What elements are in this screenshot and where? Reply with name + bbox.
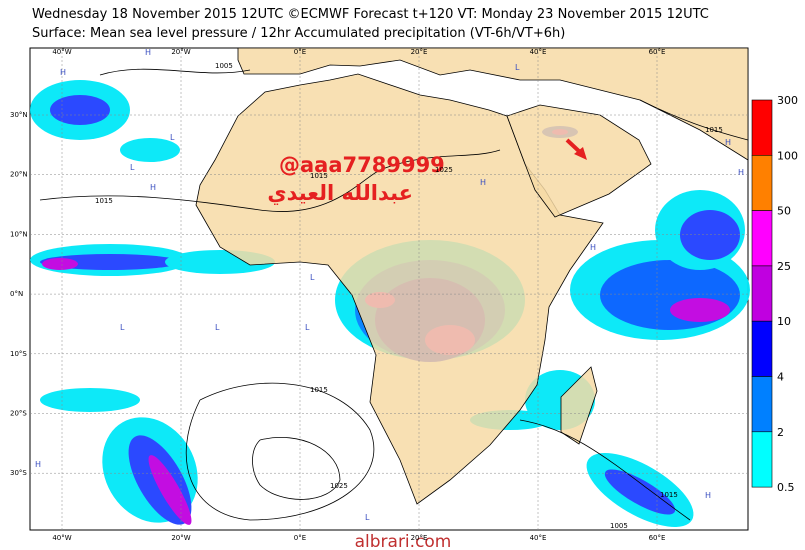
map-area bbox=[29, 47, 750, 531]
pressure-center: H bbox=[35, 460, 41, 469]
pressure-center: H bbox=[480, 178, 486, 187]
watermark-name: عبدالله العيدي bbox=[267, 181, 413, 206]
pressure-center: L bbox=[515, 63, 520, 72]
latitude-label: 10°N bbox=[10, 230, 28, 238]
longitude-label: 20°E bbox=[411, 534, 428, 542]
pressure-center: H bbox=[705, 491, 711, 500]
watermark-handle: @aaa7789999 bbox=[279, 153, 445, 177]
longitude-label: 60°E bbox=[649, 534, 666, 542]
colorbar-label: 50 bbox=[777, 205, 791, 218]
colorbar-label: 25 bbox=[777, 260, 791, 273]
pressure-center: L bbox=[310, 273, 315, 282]
pressure-center: L bbox=[305, 323, 310, 332]
colorbar: 300 100 50 25 10 4 2 0.5 bbox=[751, 94, 798, 494]
pressure-center: L bbox=[120, 323, 125, 332]
longitude-label: 20°W bbox=[171, 48, 190, 56]
pressure-center: H bbox=[145, 48, 151, 57]
latitude-label: 10°S bbox=[10, 350, 27, 358]
isobar-label: 1015 bbox=[660, 491, 678, 499]
title-line-2: Surface: Mean sea level pressure / 12hr … bbox=[32, 26, 565, 41]
longitude-label: 20°W bbox=[171, 534, 190, 542]
latitude-label: 30°S bbox=[10, 469, 27, 477]
title-line-1: Wednesday 18 November 2015 12UTC ©ECMWF … bbox=[32, 7, 709, 22]
colorbar-label: 300 bbox=[777, 94, 798, 107]
latitude-label: 20°S bbox=[10, 410, 27, 418]
colorbar-band bbox=[751, 376, 773, 433]
pressure-center: L bbox=[215, 323, 220, 332]
longitude-label: 40°W bbox=[52, 48, 71, 56]
colorbar-band bbox=[751, 155, 773, 211]
colorbar-label: 2 bbox=[777, 426, 784, 439]
graticule bbox=[30, 48, 748, 530]
pressure-center: L bbox=[170, 133, 175, 142]
colorbar-band bbox=[751, 265, 773, 322]
colorbar-label: 10 bbox=[777, 315, 791, 328]
pressure-center: H bbox=[60, 68, 66, 77]
pressure-center: H bbox=[725, 138, 731, 147]
land bbox=[195, 47, 749, 505]
isobar-label: 1025 bbox=[330, 482, 348, 490]
longitude-label: 40°E bbox=[530, 48, 547, 56]
colorbar-band bbox=[751, 210, 773, 267]
pressure-center: H bbox=[738, 168, 744, 177]
isobar-label: 1025 bbox=[435, 166, 453, 174]
isobar-label: 1005 bbox=[215, 62, 233, 70]
longitude-label: 0°E bbox=[294, 534, 306, 542]
watermark-site: albrari.com bbox=[355, 532, 452, 550]
longitude-label: 0°E bbox=[294, 48, 306, 56]
pressure-center: H bbox=[150, 183, 156, 192]
pressure-center: L bbox=[130, 163, 135, 172]
isobar-label: 1015 bbox=[705, 126, 723, 134]
isobar-label: 1015 bbox=[310, 386, 328, 394]
colorbar-band bbox=[751, 99, 773, 156]
longitude-label: 60°E bbox=[649, 48, 666, 56]
longitude-label: 20°E bbox=[411, 48, 428, 56]
arrow-head bbox=[574, 147, 587, 160]
colorbar-band bbox=[751, 431, 773, 488]
longitude-label: 40°W bbox=[52, 534, 71, 542]
isobar-label: 1015 bbox=[310, 172, 328, 180]
colorbar-label: 4 bbox=[777, 371, 784, 384]
colorbar-label: 0.5 bbox=[777, 481, 795, 494]
latitude-label: 0°N bbox=[10, 290, 23, 298]
colorbar-label: 100 bbox=[777, 149, 798, 162]
latitude-label: 20°N bbox=[10, 171, 28, 179]
pressure-center: H bbox=[590, 243, 596, 252]
isobar-label: 1005 bbox=[610, 522, 628, 530]
pressure-center: L bbox=[365, 513, 370, 522]
isobars bbox=[39, 68, 749, 521]
colorbar-band bbox=[751, 320, 773, 377]
longitude-label: 40°E bbox=[530, 534, 547, 542]
isobar-label: 1015 bbox=[95, 197, 113, 205]
latitude-label: 30°N bbox=[10, 111, 28, 119]
